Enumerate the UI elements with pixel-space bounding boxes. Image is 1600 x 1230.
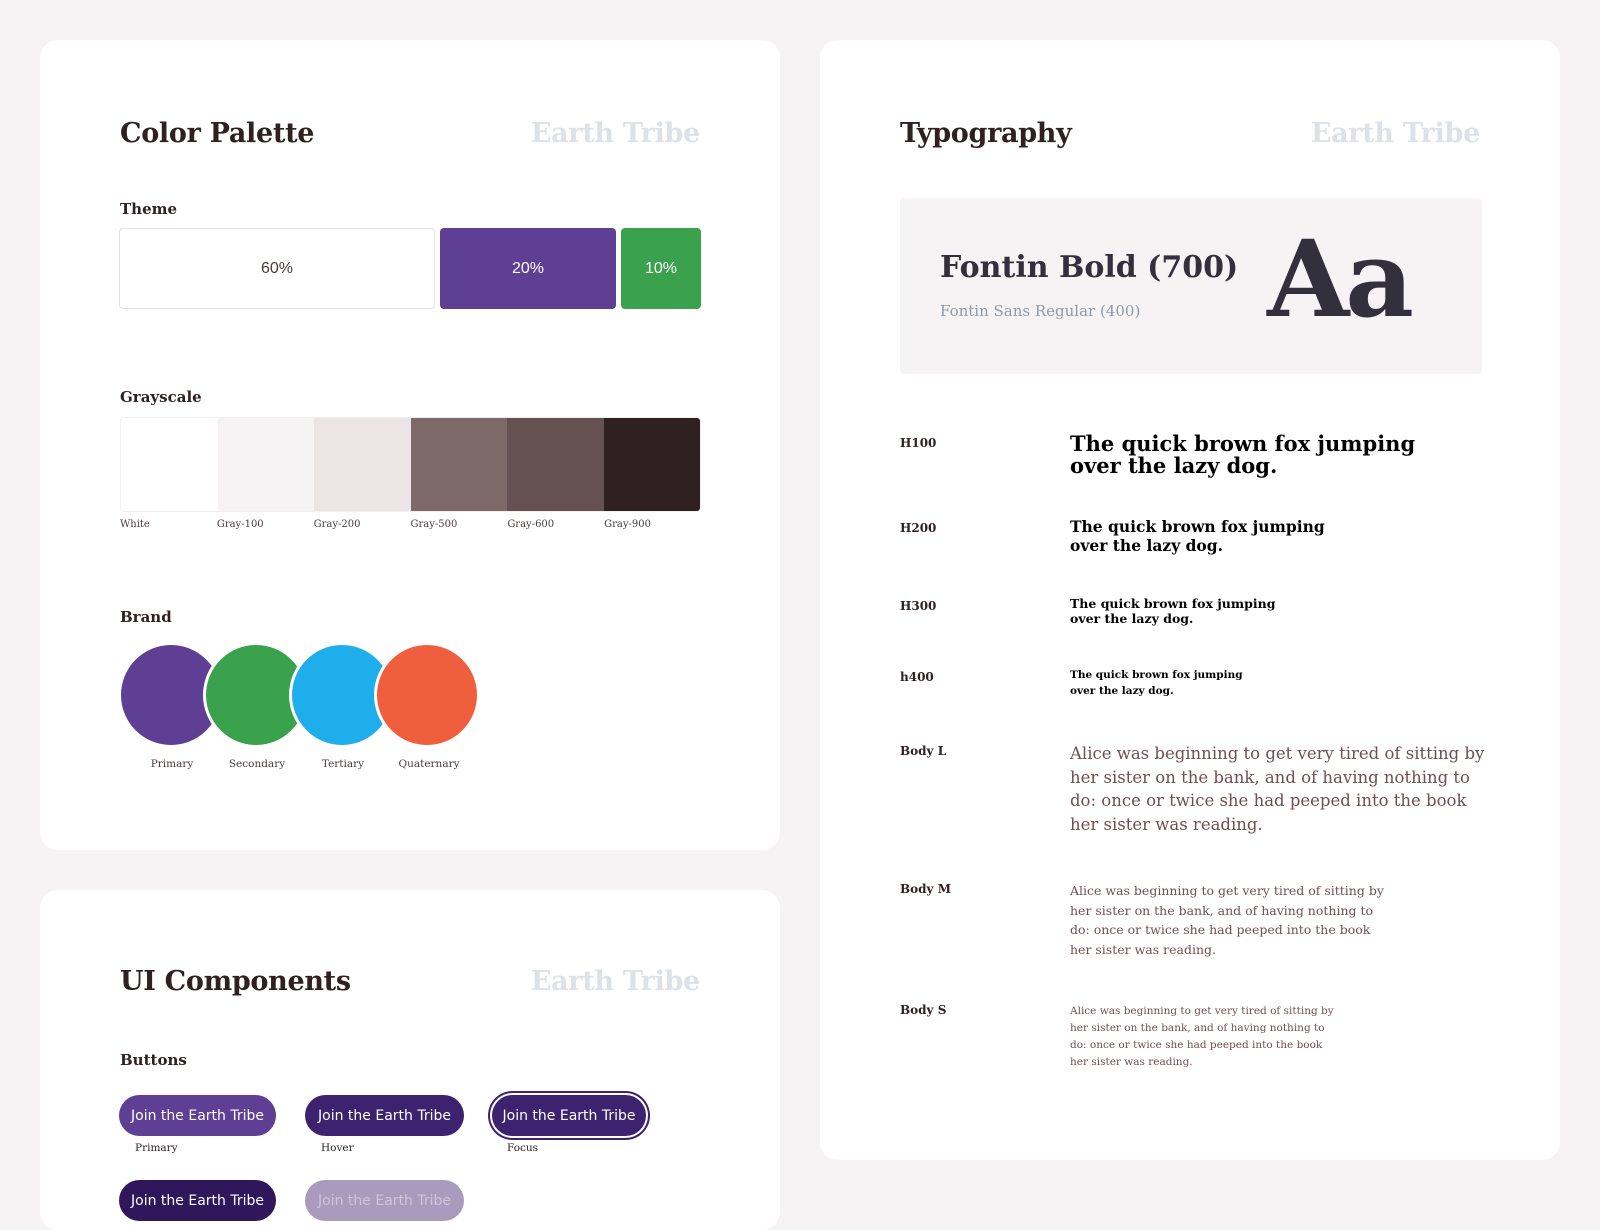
theme-swatch-10: 10% [621,228,701,309]
h100-sample: The quick brown fox jumping over the laz… [1070,433,1415,477]
h100-line2: over the lazy dog. [1070,453,1278,478]
gray-swatch-900 [603,418,700,511]
hero-regular-font-name: Fontin Sans Regular (400) [940,302,1141,320]
body-m-line4: her sister was reading. [1070,941,1216,957]
gray-swatch-100 [217,418,314,511]
color-palette-title: Color Palette [120,118,315,149]
h300-label: H300 [900,599,937,613]
h200-label: H200 [900,521,937,535]
body-m-line1: Alice was beginning to get very tired of… [1070,883,1384,898]
brand-label: Brand [120,608,172,626]
brand-label-secondary: Secondary [228,758,286,770]
gray-label-200: Gray-200 [313,519,361,530]
theme-swatches: 60% 20% 10% [119,228,701,309]
primary-button[interactable]: Join the Earth Tribe [119,1095,276,1136]
hover-button[interactable]: Join the Earth Tribe [305,1095,464,1136]
body-s-line3: do: once or twice she had peeped into th… [1070,1039,1323,1051]
brand-tag: Earth Tribe [1310,118,1480,149]
hero-bold-font-name: Fontin Bold (700) [940,250,1239,285]
gray-label-100: Gray-100 [216,519,264,530]
buttons-label: Buttons [120,1051,187,1069]
gray-label-600: Gray-600 [507,519,555,530]
theme-swatch-20: 20% [440,228,616,309]
body-s-line4: her sister was reading. [1070,1056,1193,1068]
gray-swatch-white [121,418,218,511]
h200-line1: The quick brown fox jumping [1070,517,1325,536]
ui-components-title: UI Components [120,966,351,997]
gray-label-900: Gray-900 [604,519,651,530]
brand-swatches [118,642,518,750]
body-s-sample: Alice was beginning to get very tired of… [1070,1003,1350,1071]
h300-line1: The quick brown fox jumping [1070,596,1276,611]
gray-label-white: White [120,519,150,530]
body-m-line2: her sister on the bank, and of having no… [1070,902,1374,918]
h400-line1: The quick brown fox jumping [1070,669,1243,681]
gray-swatch-500 [410,418,507,511]
primary-state-label: Primary [135,1142,178,1154]
brand-tag: Earth Tribe [530,966,700,997]
body-m-label: Body M [900,882,951,896]
color-palette-card: Color Palette Earth Tribe Theme 60% 20% … [40,40,780,850]
ui-components-card: UI Components Earth Tribe Buttons Join t… [40,890,780,1230]
gray-label-500: Gray-500 [410,519,458,530]
focus-button[interactable]: Join the Earth Tribe [492,1095,646,1136]
h100-label: H100 [900,436,937,450]
grayscale-swatches [120,417,701,512]
body-m-line3: do: once or twice she had peeped into th… [1070,922,1371,937]
brand-label-quaternary: Quaternary [398,758,460,770]
body-l-line4: her sister was reading. [1070,814,1263,834]
h400-label: h400 [900,670,934,684]
hover-state-label: Hover [321,1142,354,1154]
grayscale-labels: White Gray-100 Gray-200 Gray-500 Gray-60… [120,519,701,530]
hero-glyph: Aa [1267,216,1414,341]
h200-line2: over the lazy dog. [1070,536,1224,555]
pressed-button[interactable]: Join the Earth Tribe [119,1180,276,1221]
body-s-line1: Alice was beginning to get very tired of… [1070,1005,1334,1017]
body-l-line1: Alice was beginning to get very tired of… [1070,744,1485,763]
typeface-showcase: Fontin Bold (700) Fontin Sans Regular (4… [900,198,1482,374]
gray-swatch-600 [507,418,604,511]
body-m-sample: Alice was beginning to get very tired of… [1070,881,1410,959]
body-s-line2: her sister on the bank, and of having no… [1070,1022,1325,1034]
brand-tag: Earth Tribe [530,118,700,149]
h400-sample: The quick brown fox jumping over the laz… [1070,667,1243,699]
h400-line2: over the lazy dog. [1070,685,1174,697]
gray-swatch-200 [314,418,411,511]
body-s-label: Body S [900,1003,947,1017]
grayscale-label: Grayscale [120,388,202,406]
theme-swatch-60: 60% [119,228,435,309]
h300-sample: The quick brown fox jumping over the laz… [1070,596,1275,626]
brand-swatch-quaternary [374,642,480,748]
body-l-sample: Alice was beginning to get very tired of… [1070,742,1490,836]
typography-title: Typography [900,118,1072,149]
theme-label: Theme [120,200,178,218]
h300-line2: over the lazy dog. [1070,611,1194,626]
focus-state-label: Focus [507,1142,539,1154]
typography-card: Typography Earth Tribe Fontin Bold (700)… [820,40,1560,1160]
disabled-button: Join the Earth Tribe [305,1180,464,1221]
h100-line1: The quick brown fox jumping [1070,431,1416,456]
body-l-line3: do: once or twice she had peeped into th… [1070,791,1467,810]
brand-label-tertiary: Tertiary [321,758,365,770]
h200-sample: The quick brown fox jumping over the laz… [1070,517,1325,555]
body-l-label: Body L [900,744,947,758]
body-l-line2: her sister on the bank, and of having no… [1070,767,1470,787]
brand-label-primary: Primary [150,758,194,770]
